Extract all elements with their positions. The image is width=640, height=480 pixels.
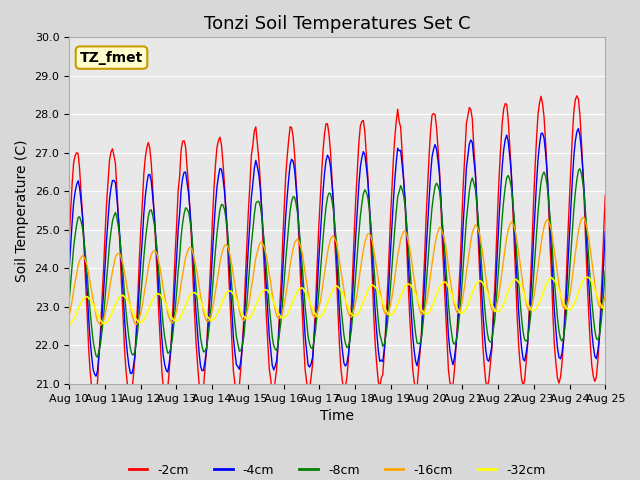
-2cm bbox=[573, 93, 580, 99]
-4cm bbox=[132, 334, 140, 339]
-16cm bbox=[573, 239, 580, 245]
-2cm bbox=[89, 396, 97, 401]
-8cm bbox=[573, 177, 580, 182]
-32cm bbox=[131, 314, 139, 320]
-4cm bbox=[575, 126, 582, 132]
-2cm bbox=[602, 193, 609, 199]
-16cm bbox=[227, 254, 234, 260]
-32cm bbox=[572, 298, 579, 304]
-32cm bbox=[602, 306, 609, 312]
-4cm bbox=[244, 244, 252, 250]
-32cm bbox=[225, 288, 233, 294]
-8cm bbox=[301, 303, 309, 309]
-8cm bbox=[253, 199, 261, 204]
-16cm bbox=[579, 215, 587, 220]
-4cm bbox=[65, 267, 73, 273]
-4cm bbox=[92, 373, 100, 379]
-2cm bbox=[65, 236, 73, 241]
-4cm bbox=[227, 284, 234, 289]
-8cm bbox=[602, 268, 609, 274]
-8cm bbox=[227, 265, 234, 271]
-2cm bbox=[244, 209, 252, 215]
-32cm bbox=[300, 287, 307, 292]
-16cm bbox=[132, 322, 140, 327]
-8cm bbox=[65, 298, 73, 304]
-8cm bbox=[93, 354, 101, 360]
-4cm bbox=[573, 129, 580, 134]
-2cm bbox=[575, 96, 582, 102]
-2cm bbox=[301, 367, 309, 372]
-32cm bbox=[252, 302, 260, 308]
-16cm bbox=[244, 303, 252, 309]
-4cm bbox=[301, 333, 309, 339]
-16cm bbox=[602, 292, 609, 298]
-4cm bbox=[253, 164, 261, 169]
-16cm bbox=[253, 249, 261, 255]
Line: -32cm: -32cm bbox=[69, 277, 605, 324]
Text: TZ_fmet: TZ_fmet bbox=[80, 50, 143, 65]
-2cm bbox=[227, 309, 234, 315]
Line: -4cm: -4cm bbox=[69, 129, 605, 376]
Line: -16cm: -16cm bbox=[69, 217, 605, 325]
-2cm bbox=[253, 141, 261, 146]
Line: -8cm: -8cm bbox=[69, 168, 605, 357]
-4cm bbox=[602, 229, 609, 235]
-16cm bbox=[97, 323, 104, 328]
-32cm bbox=[243, 316, 251, 322]
Line: -2cm: -2cm bbox=[69, 96, 605, 398]
Legend: -2cm, -4cm, -8cm, -16cm, -32cm: -2cm, -4cm, -8cm, -16cm, -32cm bbox=[124, 459, 551, 480]
-8cm bbox=[132, 339, 140, 345]
Title: Tonzi Soil Temperatures Set C: Tonzi Soil Temperatures Set C bbox=[204, 15, 470, 33]
-8cm bbox=[576, 166, 584, 171]
X-axis label: Time: Time bbox=[320, 409, 354, 423]
-32cm bbox=[584, 274, 591, 280]
-8cm bbox=[244, 281, 252, 287]
-16cm bbox=[65, 313, 73, 319]
-16cm bbox=[301, 270, 309, 276]
-32cm bbox=[65, 321, 73, 327]
Y-axis label: Soil Temperature (C): Soil Temperature (C) bbox=[15, 139, 29, 282]
-2cm bbox=[132, 325, 140, 331]
